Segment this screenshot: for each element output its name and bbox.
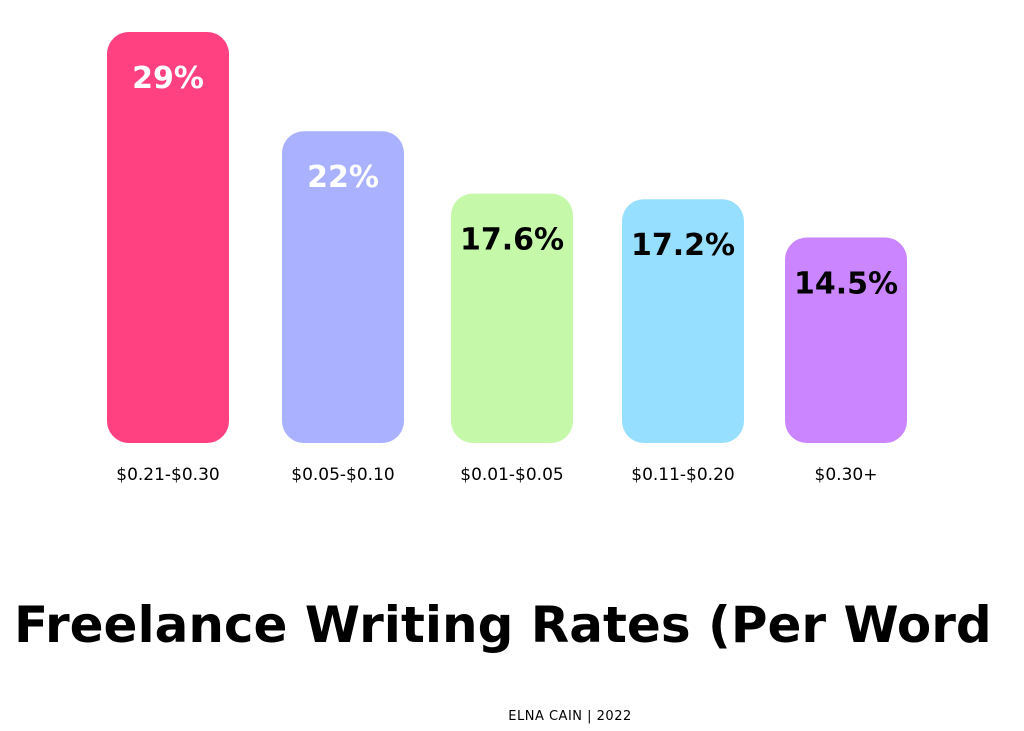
category-label-5: $0.30+ bbox=[815, 465, 878, 485]
category-label-2: $0.05-$0.10 bbox=[291, 465, 394, 485]
credit-text: ELNA CAIN | 2022 bbox=[508, 709, 632, 724]
category-label-3: $0.01-$0.05 bbox=[460, 465, 563, 485]
category-label-1: $0.21-$0.30 bbox=[116, 465, 219, 485]
bar-2 bbox=[282, 131, 404, 443]
data-label-4: 17.2% bbox=[631, 228, 735, 263]
bar-4 bbox=[622, 199, 744, 443]
bar-5 bbox=[785, 237, 907, 443]
chart-title: Freelance Writing Rates (Per Word bbox=[14, 596, 992, 654]
data-label-2: 22% bbox=[307, 160, 379, 195]
data-label-1: 29% bbox=[132, 61, 204, 96]
bar-1 bbox=[107, 32, 229, 443]
data-label-5: 14.5% bbox=[794, 267, 898, 302]
category-label-4: $0.11-$0.20 bbox=[631, 465, 734, 485]
bar-3 bbox=[451, 193, 573, 443]
bar-chart: 29% $0.21-$0.30 22% $0.05-$0.10 17.6% $0.01-$… bbox=[107, 32, 907, 485]
data-label-3: 17.6% bbox=[460, 223, 564, 258]
